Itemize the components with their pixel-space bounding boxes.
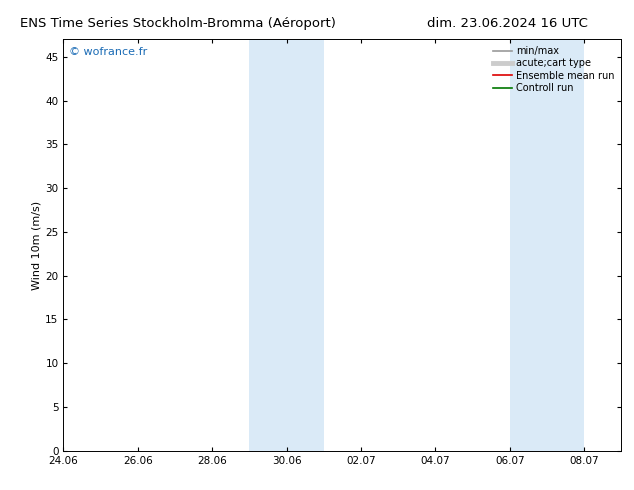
Bar [510,39,584,451]
Text: ENS Time Series Stockholm-Bromma (Aéroport): ENS Time Series Stockholm-Bromma (Aéropo… [20,17,335,30]
Text: © wofrance.fr: © wofrance.fr [69,48,147,57]
Text: dim. 23.06.2024 16 UTC: dim. 23.06.2024 16 UTC [427,17,588,30]
Legend: min/max, acute;cart type, Ensemble mean run, Controll run: min/max, acute;cart type, Ensemble mean … [491,44,616,95]
Bar [249,39,324,451]
Y-axis label: Wind 10m (m/s): Wind 10m (m/s) [31,200,41,290]
